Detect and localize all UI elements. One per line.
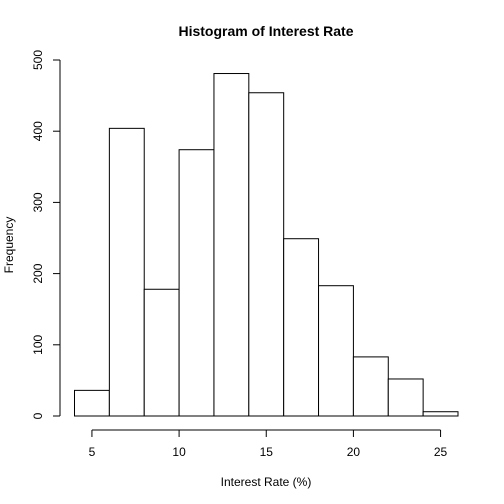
histogram-bar-16-18 xyxy=(283,238,320,417)
x-axis: 5 10 15 20 25 xyxy=(89,429,448,459)
y-tick-label-500: 500 xyxy=(31,50,45,70)
bars-group xyxy=(74,73,459,417)
y-axis-label: Frequency xyxy=(2,217,16,274)
y-axis: 0 100 200 300 400 500 xyxy=(31,50,61,419)
histogram-bar-22-24 xyxy=(387,378,424,417)
histogram-bar-20-22 xyxy=(352,356,389,417)
y-tick-label-100: 100 xyxy=(31,334,45,354)
x-tick-label-5: 5 xyxy=(89,445,96,459)
y-tick-label-300: 300 xyxy=(31,192,45,212)
histogram-bar-24-26 xyxy=(422,411,459,417)
histogram-bar-8-10 xyxy=(143,288,180,417)
x-tick-label-10: 10 xyxy=(172,445,186,459)
histogram-bar-12-14 xyxy=(213,73,250,417)
histogram-bar-4-6 xyxy=(74,389,110,417)
histogram-bar-14-16 xyxy=(248,92,285,417)
x-axis-label: Interest Rate (%) xyxy=(221,475,312,489)
y-tick-label-200: 200 xyxy=(31,263,45,283)
y-tick-label-400: 400 xyxy=(31,121,45,141)
histogram-bar-18-20 xyxy=(318,285,354,417)
x-tick-label-25: 25 xyxy=(434,445,448,459)
x-tick-label-20: 20 xyxy=(347,445,361,459)
histogram-bar-10-12 xyxy=(178,149,215,417)
y-tick-label-0: 0 xyxy=(31,412,45,419)
x-tick-label-15: 15 xyxy=(260,445,274,459)
histogram-bar-6-8 xyxy=(108,127,145,417)
chart-title: Histogram of Interest Rate xyxy=(178,23,353,39)
